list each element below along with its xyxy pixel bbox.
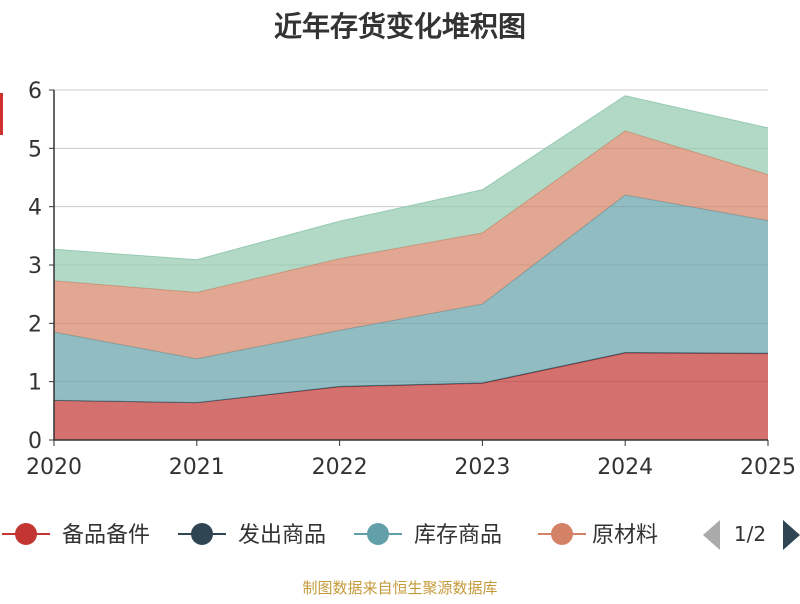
area-series-2 (54, 195, 768, 403)
line-series-4 (53, 95, 769, 261)
area-series-0 (54, 353, 768, 440)
chart-title: 近年存货变化堆积图 (274, 10, 526, 43)
y-tick-label-6: 6 (28, 79, 42, 104)
y-axis-label-mark (0, 93, 3, 135)
x-tick-label-2020: 2020 (26, 455, 82, 480)
y-tick-label-5: 5 (28, 137, 42, 162)
x-tick-label-2021: 2021 (169, 455, 225, 480)
area-layer (53, 95, 769, 440)
legend-label-3: 原材料 (592, 523, 658, 548)
area-series-3 (54, 130, 768, 359)
y-tick-label-1: 1 (28, 371, 42, 396)
legend[interactable]: 备品备件 发出商品 库存商品 原材料 (2, 523, 658, 548)
x-tick-label-2025: 2025 (740, 455, 796, 480)
x-tick-label-2022: 2022 (312, 455, 368, 480)
area-series-4 (54, 95, 768, 293)
legend-label-0: 备品备件 (62, 523, 150, 548)
legend-next-icon[interactable] (783, 520, 800, 550)
legend-marker-3 (551, 523, 573, 545)
legend-marker-2 (367, 523, 389, 545)
legend-marker-0 (15, 523, 37, 545)
x-tick-label-2023: 2023 (454, 455, 510, 480)
legend-label-1: 发出商品 (238, 523, 326, 548)
y-tick-label-3: 3 (28, 254, 42, 279)
legend-page-indicator: 1/2 (734, 522, 766, 546)
legend-marker-1 (191, 523, 213, 545)
source-footer: 制图数据来自恒生聚源数据库 (302, 579, 497, 597)
legend-prev-icon[interactable] (703, 520, 720, 550)
x-tick-label-2024: 2024 (597, 455, 653, 480)
y-tick-label-0: 0 (28, 429, 42, 454)
y-tick-label-2: 2 (28, 312, 42, 337)
axis-layer: 0 1 2 3 4 5 6 2020 2021 2022 2023 2024 2025 (26, 79, 796, 480)
legend-label-2: 库存商品 (414, 523, 502, 548)
y-tick-label-4: 4 (28, 196, 42, 221)
